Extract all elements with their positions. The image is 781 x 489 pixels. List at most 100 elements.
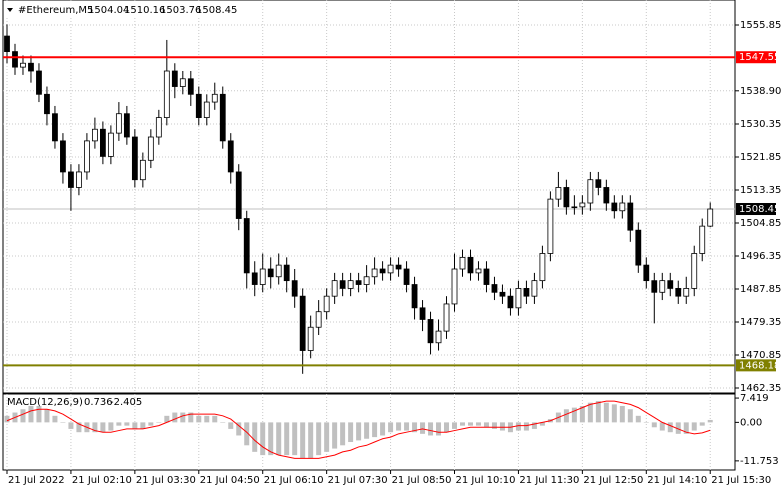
macd-bar <box>611 404 617 423</box>
macd-main: 0.736 <box>84 397 113 408</box>
macd-bar <box>196 415 202 423</box>
x-tick-label: 21 Jul 03:30 <box>136 475 196 486</box>
y-tick-label: 1513.35 <box>740 185 781 196</box>
candle-body <box>307 326 314 351</box>
y-tick-label: 1521.85 <box>740 152 781 163</box>
macd-bar <box>404 422 410 431</box>
x-tick-label: 21 Jul 04:50 <box>200 475 260 486</box>
candle-body <box>211 93 218 103</box>
macd-bar <box>436 422 442 436</box>
candle-body <box>99 128 106 157</box>
candle-body <box>619 202 626 212</box>
candle-body <box>195 93 202 118</box>
candle-body <box>363 276 370 285</box>
candle-body <box>443 303 450 332</box>
level-label: 1547.55 <box>739 52 780 63</box>
candle-body <box>299 295 306 351</box>
ohlc-close: 1508.45 <box>196 5 237 16</box>
x-tick-label: 21 Jul 02:10 <box>72 475 132 486</box>
ohlc-open: 1504.04 <box>88 5 129 16</box>
candle-body <box>12 51 18 68</box>
candle-body <box>651 280 658 293</box>
macd-bar <box>340 422 346 446</box>
macd-bar <box>444 422 450 433</box>
y-tick-label: -11.753 <box>740 456 779 467</box>
macd-bar <box>324 422 330 452</box>
x-tick-label: 21 Jul 12:50 <box>583 475 643 486</box>
candle-body <box>627 202 634 231</box>
macd-bar <box>603 402 609 423</box>
candle-body <box>675 288 682 297</box>
candle-body <box>227 140 234 173</box>
candle-body <box>179 78 186 87</box>
macd-bar <box>308 422 314 459</box>
candle-body <box>531 280 538 297</box>
candle-body <box>331 280 338 297</box>
macd-bar <box>683 422 689 434</box>
candle-body <box>44 93 50 115</box>
macd-bar <box>619 405 625 423</box>
candle-body <box>555 187 562 200</box>
macd-bar <box>292 422 298 456</box>
header-arrow <box>7 8 13 12</box>
macd-bar <box>44 409 50 423</box>
macd-bar <box>499 422 505 431</box>
macd-bar <box>252 422 258 452</box>
macd-bar <box>420 422 426 434</box>
macd-bar <box>284 422 290 456</box>
candle-body <box>275 264 282 278</box>
macd-bar <box>188 412 194 423</box>
macd-bar <box>36 405 42 423</box>
candle-body <box>147 136 154 161</box>
candle-body <box>571 206 578 209</box>
candle-body <box>699 225 706 254</box>
macd-bar <box>124 422 130 426</box>
candle-body <box>115 113 122 134</box>
macd-bar <box>236 422 242 436</box>
candle-body <box>355 280 362 285</box>
macd-bar <box>579 405 585 423</box>
ohlc-low: 1503.76 <box>160 5 201 16</box>
macd-bar <box>68 422 74 429</box>
macd-bar <box>388 422 394 433</box>
macd-bar <box>380 422 386 436</box>
candle-body <box>219 93 226 142</box>
y-tick-label: 7.419 <box>740 393 769 404</box>
macd-bar <box>220 422 226 423</box>
header-bg <box>4 3 229 17</box>
price-label: 1508.45 <box>739 204 780 215</box>
candle-body <box>283 264 290 282</box>
y-tick-label: 1530.35 <box>740 119 781 130</box>
candle-body <box>68 171 74 188</box>
macd-bar <box>300 422 306 459</box>
macd-bar <box>595 401 601 423</box>
candle-body <box>643 264 650 282</box>
candle-body <box>467 256 474 274</box>
y-tick-label: 1479.35 <box>740 317 781 328</box>
macd-bar <box>92 422 98 433</box>
macd-bar <box>667 422 673 433</box>
macd-bar <box>675 422 681 434</box>
candle-body <box>107 132 114 157</box>
macd-bar <box>76 422 82 433</box>
candle-body <box>667 280 674 289</box>
macd-bar <box>563 409 569 423</box>
macd-header: MACD(12,26,9) 0.736 -2.405 <box>7 397 142 408</box>
macd-bar <box>364 422 370 439</box>
macd-bar <box>116 422 122 426</box>
macd-bar <box>276 422 282 456</box>
macd-bar <box>244 422 250 446</box>
macd-bar <box>428 422 434 436</box>
macd-signal: -2.405 <box>110 397 142 408</box>
macd-bar <box>212 415 218 423</box>
candle-body <box>691 253 698 289</box>
macd-bar <box>172 412 178 423</box>
macd-bar <box>52 415 58 423</box>
macd-bar <box>587 402 593 423</box>
macd-bar <box>459 422 465 426</box>
macd-bar <box>148 422 154 426</box>
candle-body <box>171 70 178 87</box>
candle-body <box>539 253 546 282</box>
candle-body <box>475 268 482 274</box>
